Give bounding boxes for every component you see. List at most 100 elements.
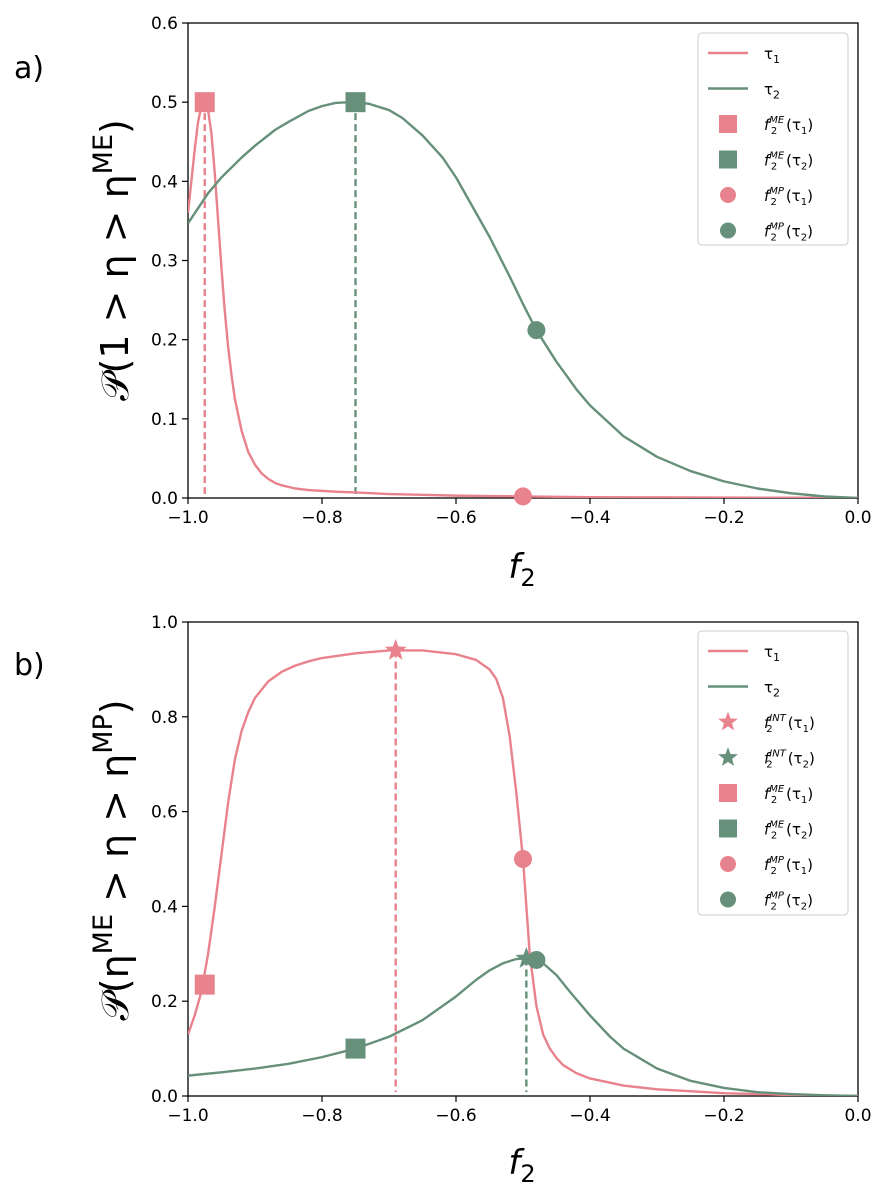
legend-label-close: ) (807, 116, 813, 134)
legend-label-arg: (τ (788, 750, 803, 768)
y-axis-label: 𝒫(1 > η > ηME) (88, 119, 137, 401)
legend-label-arg: (τ (786, 785, 801, 803)
y-tick-label: 0.6 (151, 803, 178, 823)
legend-label-argsub: 1 (801, 866, 807, 877)
legend-star-tau2 (718, 747, 738, 766)
legend-label-sub: 2 (771, 162, 777, 173)
x-tick-label: −1.0 (167, 508, 208, 528)
y-tick-label: 0.1 (151, 410, 178, 430)
legend-label-sup: INT (769, 749, 786, 760)
legend-square-tau1 (719, 784, 737, 802)
panel-a: a) −1.0 −0.8 −0.6 −0.4 −0.2 0.0 0.0 0.1 0.2 0.3 0.4… (14, 14, 872, 592)
legend-label-close: ) (807, 785, 813, 803)
legend-label: fME 2 (τ2) (764, 820, 813, 842)
y-tick-label: 0.5 (151, 93, 178, 113)
legend-label-sub: 1 (773, 651, 780, 664)
legend-label-main: f (764, 187, 772, 205)
panel-label: a) (14, 51, 44, 86)
legend-label: τ2 (764, 81, 780, 102)
x-tick-label: −0.2 (703, 1106, 744, 1126)
legend-label-main: f (764, 714, 772, 732)
y-axis-label-close: ) (93, 699, 137, 714)
legend-label-argsub: 2 (801, 831, 807, 842)
legend-label-argsub: 1 (801, 126, 807, 137)
legend-square-tau2 (719, 819, 737, 838)
legend-square-tau1 (719, 115, 737, 133)
legend-label-main: f (764, 892, 772, 910)
y-axis-label: 𝒫(ηME > η > ηMP) (88, 699, 137, 1020)
legend-label-arg: (τ (786, 821, 801, 839)
marker-circle-tau2 (527, 321, 546, 340)
legend-label-sub: 2 (771, 233, 777, 244)
legend-label-argsub: 1 (801, 795, 807, 806)
legend-label-sub: 2 (771, 795, 777, 806)
x-tick-label: 0.0 (844, 508, 871, 528)
x-tick-label: −0.8 (301, 508, 342, 528)
legend-label: fINT 2 (τ1) (764, 713, 815, 735)
plot-frame (187, 621, 859, 1097)
marker-circle-tau1 (514, 487, 532, 506)
marker-square-tau1 (194, 92, 215, 113)
y-axis-label-main: 𝒫(1 > η > η (93, 174, 137, 401)
legend-label-close: ) (807, 152, 813, 170)
y-tick-label: 0.2 (151, 331, 178, 351)
y-tick-label: 0.4 (151, 172, 178, 192)
marker-star-tau2 (515, 947, 538, 968)
y-axis-label-sup: ME (88, 134, 119, 174)
legend-label-close: ) (807, 187, 813, 205)
legend-circle-tau1 (720, 856, 736, 872)
legend-label-argsub: 1 (801, 197, 807, 208)
x-axis-label: f2 (508, 547, 535, 592)
y-tick-label: 0.8 (151, 708, 178, 728)
legend-label-sub: 2 (771, 866, 777, 877)
legend-label: fMP 2 (τ2) (764, 891, 813, 913)
legend-label-main: f (764, 223, 772, 241)
legend-box (697, 32, 849, 246)
series-line-tau1 (188, 649, 858, 1096)
legend-label: fME 2 (τ2) (764, 151, 813, 173)
legend-label-main: f (764, 785, 772, 803)
legend-label: τ1 (764, 643, 780, 664)
y-axis-label-main: 𝒫(η (93, 954, 137, 1020)
x-tick-label: −0.4 (569, 1106, 610, 1126)
x-tick-label: −0.6 (435, 1106, 476, 1126)
legend-label-sub: 2 (773, 687, 780, 700)
legend-label-argsub: 2 (801, 902, 807, 913)
y-axis-label-sup2: MP (88, 714, 119, 754)
legend-label-close: ) (807, 223, 813, 241)
legend-label-arg: (τ (786, 856, 801, 874)
y-tick-label: 0.0 (151, 1087, 178, 1107)
x-tick-label: −0.2 (703, 508, 744, 528)
x-tick-label: −0.4 (569, 508, 610, 528)
legend-label-argsub: 2 (801, 233, 807, 244)
markers (194, 638, 546, 1059)
legend-label-close: ) (807, 892, 813, 910)
legend-circle-tau2 (720, 891, 736, 908)
marker-circle-tau1 (514, 850, 532, 868)
legend-label-main: f (764, 856, 772, 874)
marker-square-tau2 (345, 1038, 366, 1059)
legend-label-sup: MP (769, 891, 785, 902)
legend-label: fMP 2 (τ1) (764, 855, 813, 877)
marker-circle-tau2 (527, 950, 546, 969)
legend-label-close: ) (809, 714, 815, 732)
legend-label: fME 2 (τ1) (764, 115, 813, 137)
x-axis-label-sub: 2 (520, 564, 535, 592)
marker-square-tau1 (194, 974, 215, 995)
legend-label-sup: MP (769, 855, 785, 866)
legend-label-sub: 2 (771, 126, 777, 137)
legend-label-arg: (τ (786, 152, 801, 170)
legend-label: fMP 2 (τ1) (764, 186, 813, 208)
legend-label-sup: ME (769, 151, 785, 162)
marker-square-tau2 (345, 92, 366, 113)
legend-label-main: f (764, 821, 772, 839)
x-tick-label: −0.6 (435, 508, 476, 528)
y-axis-label-sup: ME (88, 914, 119, 954)
legend-label-sub: 2 (771, 902, 777, 913)
legend-label: fME 2 (τ1) (764, 784, 813, 806)
legend-label-main: f (764, 116, 772, 134)
marker-star-tau1 (384, 638, 407, 660)
y-tick-label: 0.2 (151, 992, 178, 1012)
